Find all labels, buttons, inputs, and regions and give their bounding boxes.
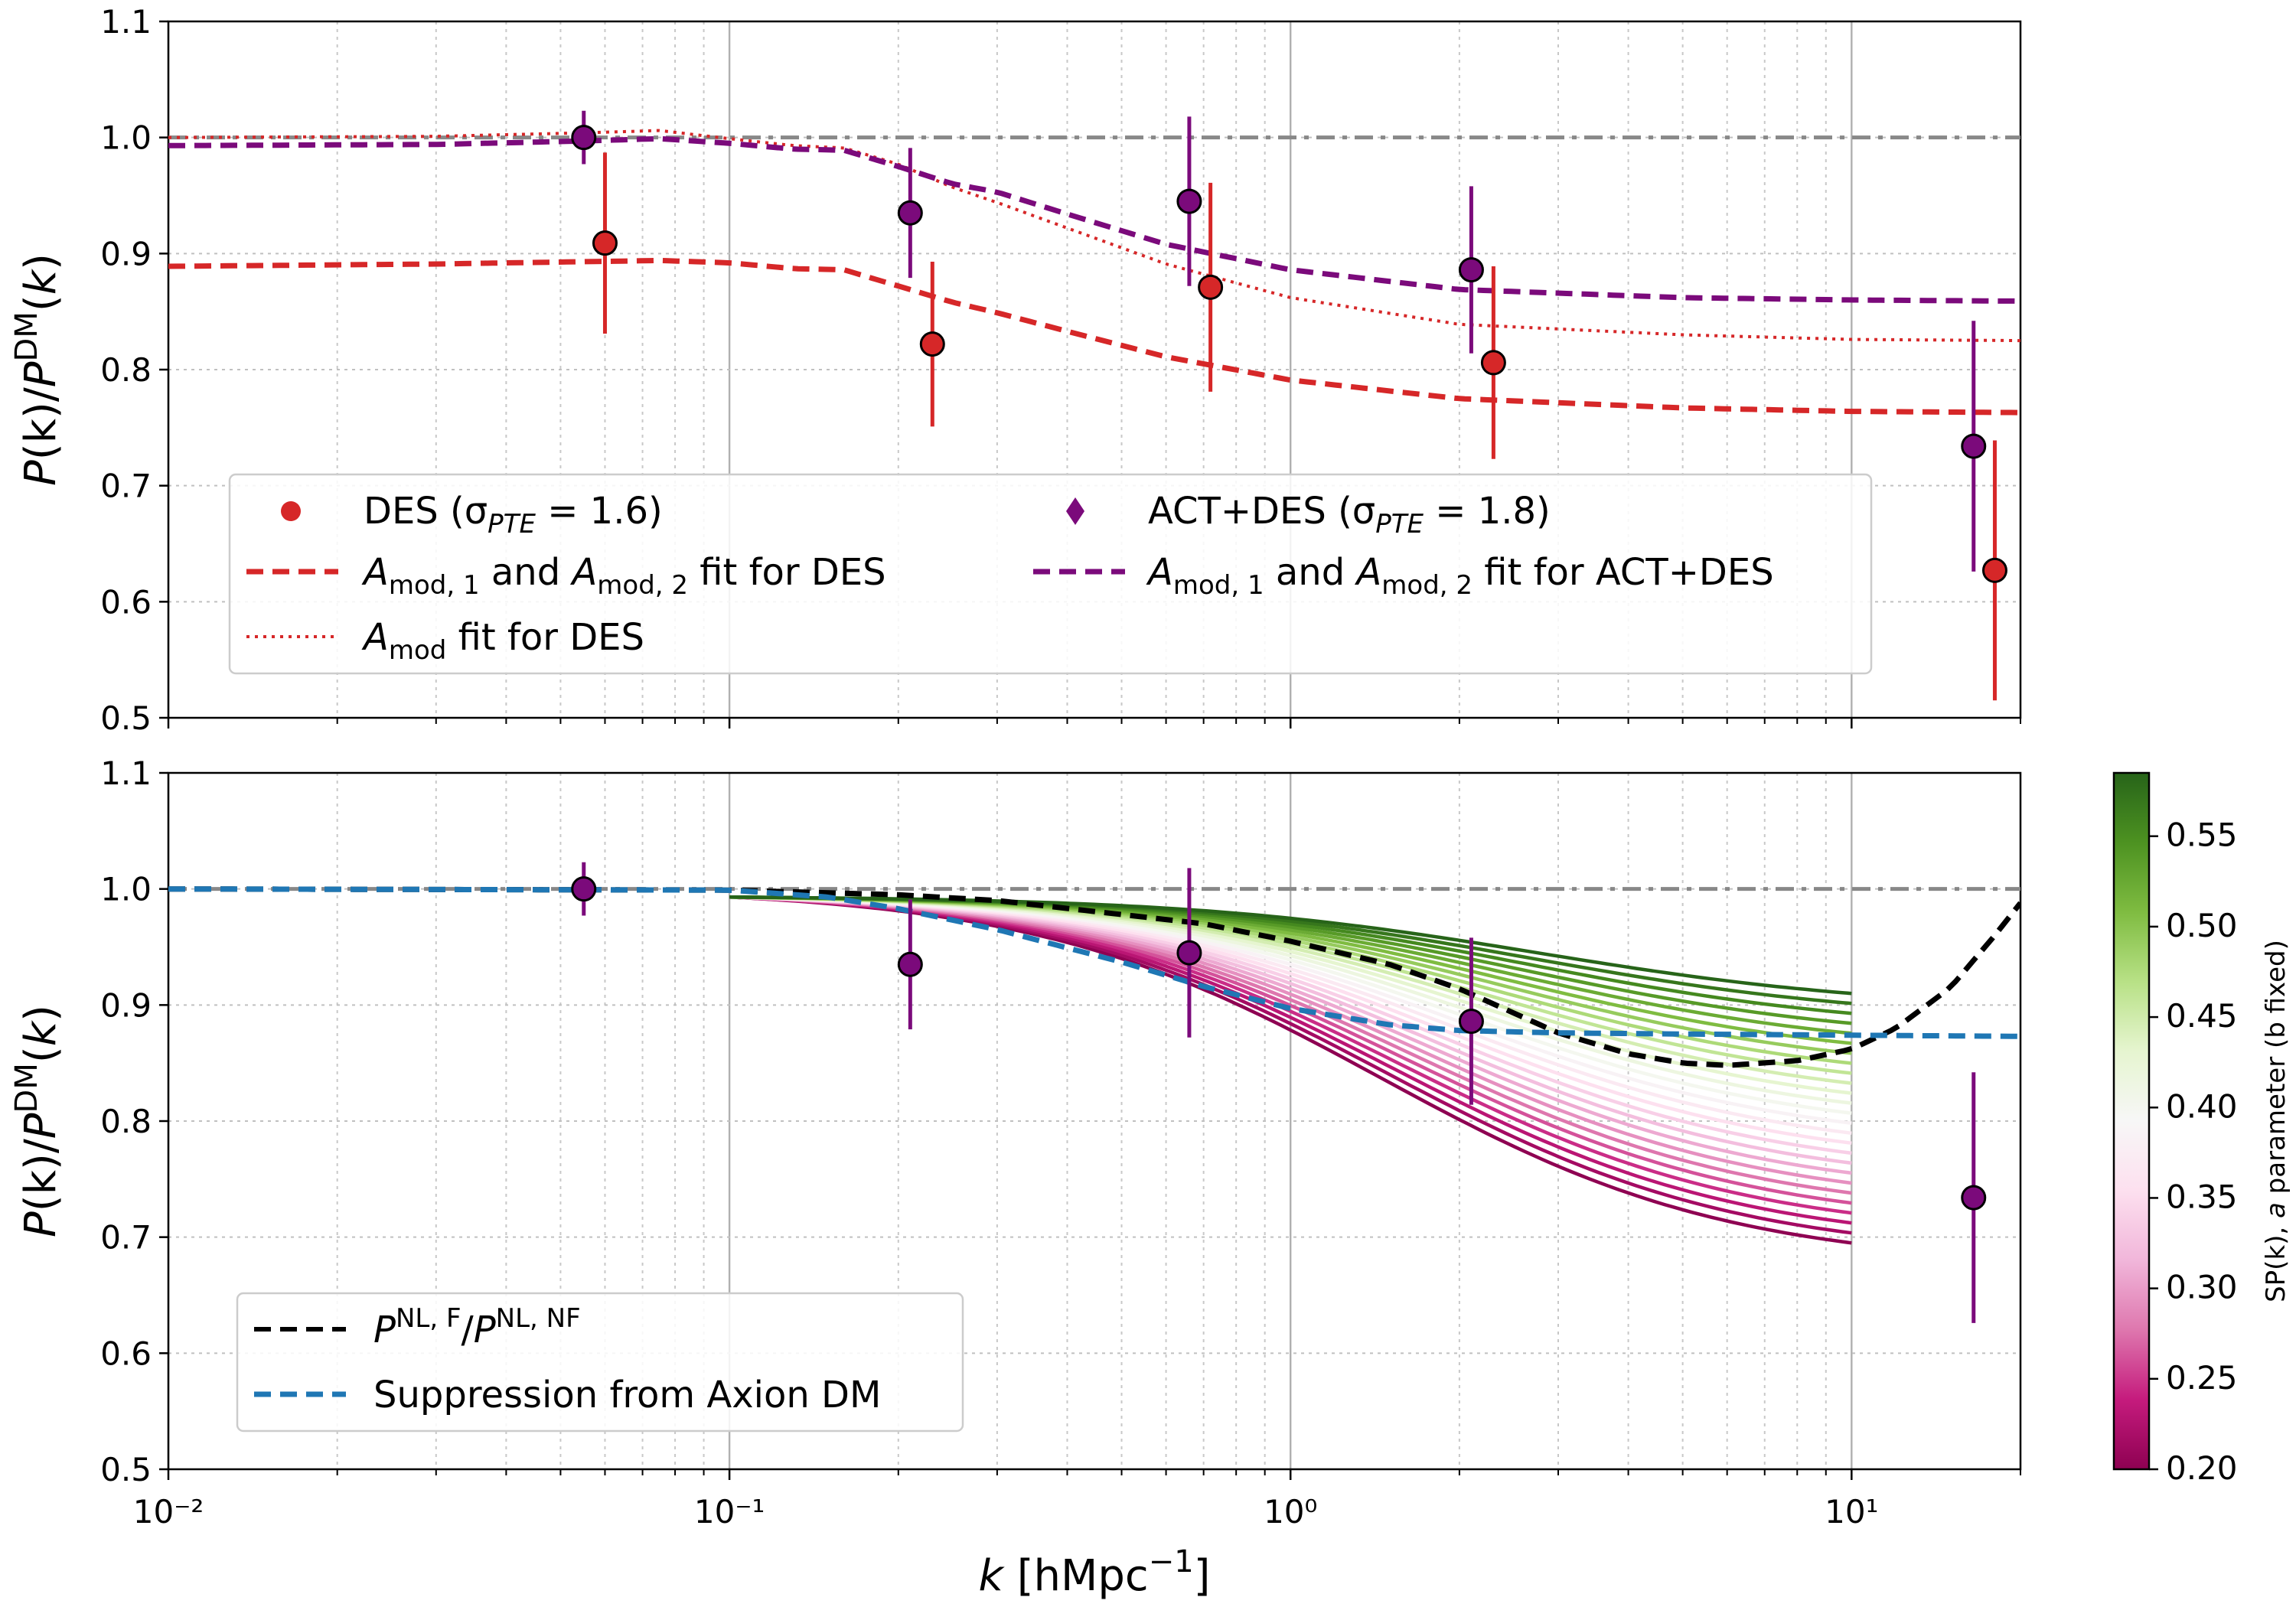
colorbar-tick-label: 0.20 <box>2166 1449 2238 1487</box>
top-panel: 0.5 0.6 0.7 0.8 0.9 1.0 1.1 P(k)/PDM(k) DES (σPT… <box>9 3 2022 737</box>
colorbar-label: SP(k), a parameter (b fixed) <box>2261 940 2291 1302</box>
top-legend: DES (σPTE = 1.6) Amod, 1 and Amod, 2 fit … <box>228 473 1873 675</box>
bottom-ylabel: P(k)/PDM(k) <box>9 1005 66 1237</box>
top-ytick-label: 0.9 <box>100 235 152 272</box>
bottom-actdes-marker <box>1176 940 1202 966</box>
x-tick-label: 10⁻¹ <box>694 1493 765 1530</box>
bottom-ytick-label: 0.5 <box>100 1451 152 1488</box>
bottom-panel: 0.5 0.6 0.7 0.8 0.9 1.0 1.1 10⁻² 10⁻¹ 10⁰ 10¹ P(k)/… <box>9 755 2022 1601</box>
legend-label-des-amod: Amod fit for DES <box>361 616 644 666</box>
actdes-marker <box>1176 188 1202 214</box>
legend-label-des-amod12: Amod, 1 and Amod, 2 fit for DES <box>361 551 886 601</box>
legend-label-actdes: ACT+DES (σPTE = 1.8) <box>1148 490 1551 539</box>
bottom-plot-area <box>168 862 2020 1323</box>
legend-des-marker <box>281 501 301 521</box>
top-plot-area <box>168 110 2020 701</box>
des-marker <box>592 230 618 256</box>
bottom-actdes-marker <box>571 876 597 902</box>
bottom-ytick-label: 1.1 <box>100 755 152 792</box>
colorbar: 0.20 0.25 0.30 0.35 0.40 0.45 0.50 0.55 SP(k), a… <box>2112 771 2291 1487</box>
des-marker <box>1981 557 2007 583</box>
colorbar-tick-label: 0.35 <box>2166 1178 2238 1215</box>
actdes-marker <box>1458 257 1484 283</box>
bottom-ytick-label: 0.8 <box>100 1103 152 1140</box>
top-legend-box <box>228 473 1873 675</box>
colorbar-tick-label: 0.25 <box>2166 1359 2238 1397</box>
legend-label-fnf: PNL, F/PNL, NF <box>373 1303 581 1351</box>
top-ytick-label: 0.8 <box>100 351 152 389</box>
colorbar-tick-label: 0.45 <box>2166 997 2238 1035</box>
legend-actdes-marker <box>1066 497 1084 525</box>
x-axis-label: k [hMpc−1] <box>978 1544 1210 1601</box>
legend-label-actdes-amod12: Amod, 1 and Amod, 2 fit for ACT+DES <box>1146 551 1774 601</box>
legend-label-axion: Suppression from Axion DM <box>373 1374 881 1416</box>
x-tick-label: 10¹ <box>1825 1493 1878 1530</box>
bottom-ytick-label: 0.7 <box>100 1219 152 1257</box>
legend-label-des: DES (σPTE = 1.6) <box>364 490 663 539</box>
x-tick-label: 10⁰ <box>1264 1493 1317 1530</box>
colorbar-tick-label: 0.55 <box>2166 817 2238 854</box>
des-points <box>592 152 2007 701</box>
colorbar-tick-label: 0.50 <box>2166 907 2238 944</box>
top-ytick-label: 1.0 <box>100 119 152 157</box>
sp-curve-family <box>729 895 1852 1245</box>
sp-curve <box>729 895 1852 996</box>
bottom-ytick-label: 0.9 <box>100 986 152 1024</box>
des-marker <box>919 331 945 357</box>
des-marker <box>1480 350 1506 376</box>
x-tick-label: 10⁻² <box>133 1493 204 1530</box>
bottom-legend-box <box>236 1292 964 1433</box>
top-ytick-label: 0.5 <box>100 699 152 737</box>
top-ytick-label: 0.7 <box>100 468 152 505</box>
colorbar-gradient <box>2112 771 2151 1471</box>
top-ytick-label: 1.1 <box>100 3 152 41</box>
ratio-fnf-line <box>168 886 2020 1068</box>
actdes-marker <box>897 200 923 226</box>
colorbar-tick-label: 0.30 <box>2166 1269 2238 1306</box>
bottom-ytick-label: 1.0 <box>100 871 152 908</box>
colorbar-tick-label: 0.40 <box>2166 1087 2238 1125</box>
bottom-ytick-label: 0.6 <box>100 1335 152 1372</box>
bottom-actdes-marker <box>1458 1009 1484 1035</box>
des-marker <box>1198 274 1224 300</box>
actdes-marker <box>1961 433 1987 459</box>
actdes-marker <box>571 125 597 151</box>
top-ylabel: P(k)/PDM(k) <box>9 253 66 486</box>
top-fit-line-2 <box>168 135 2020 304</box>
bottom-actdes-marker <box>1961 1185 1987 1211</box>
bottom-actdes-points <box>571 862 1987 1323</box>
top-fit-line-1 <box>168 129 2020 343</box>
bottom-actdes-marker <box>897 951 923 977</box>
top-ytick-label: 0.6 <box>100 583 152 621</box>
bottom-legend: PNL, F/PNL, NF Suppression from Axion DM <box>236 1292 964 1433</box>
actdes-points <box>571 110 1987 572</box>
